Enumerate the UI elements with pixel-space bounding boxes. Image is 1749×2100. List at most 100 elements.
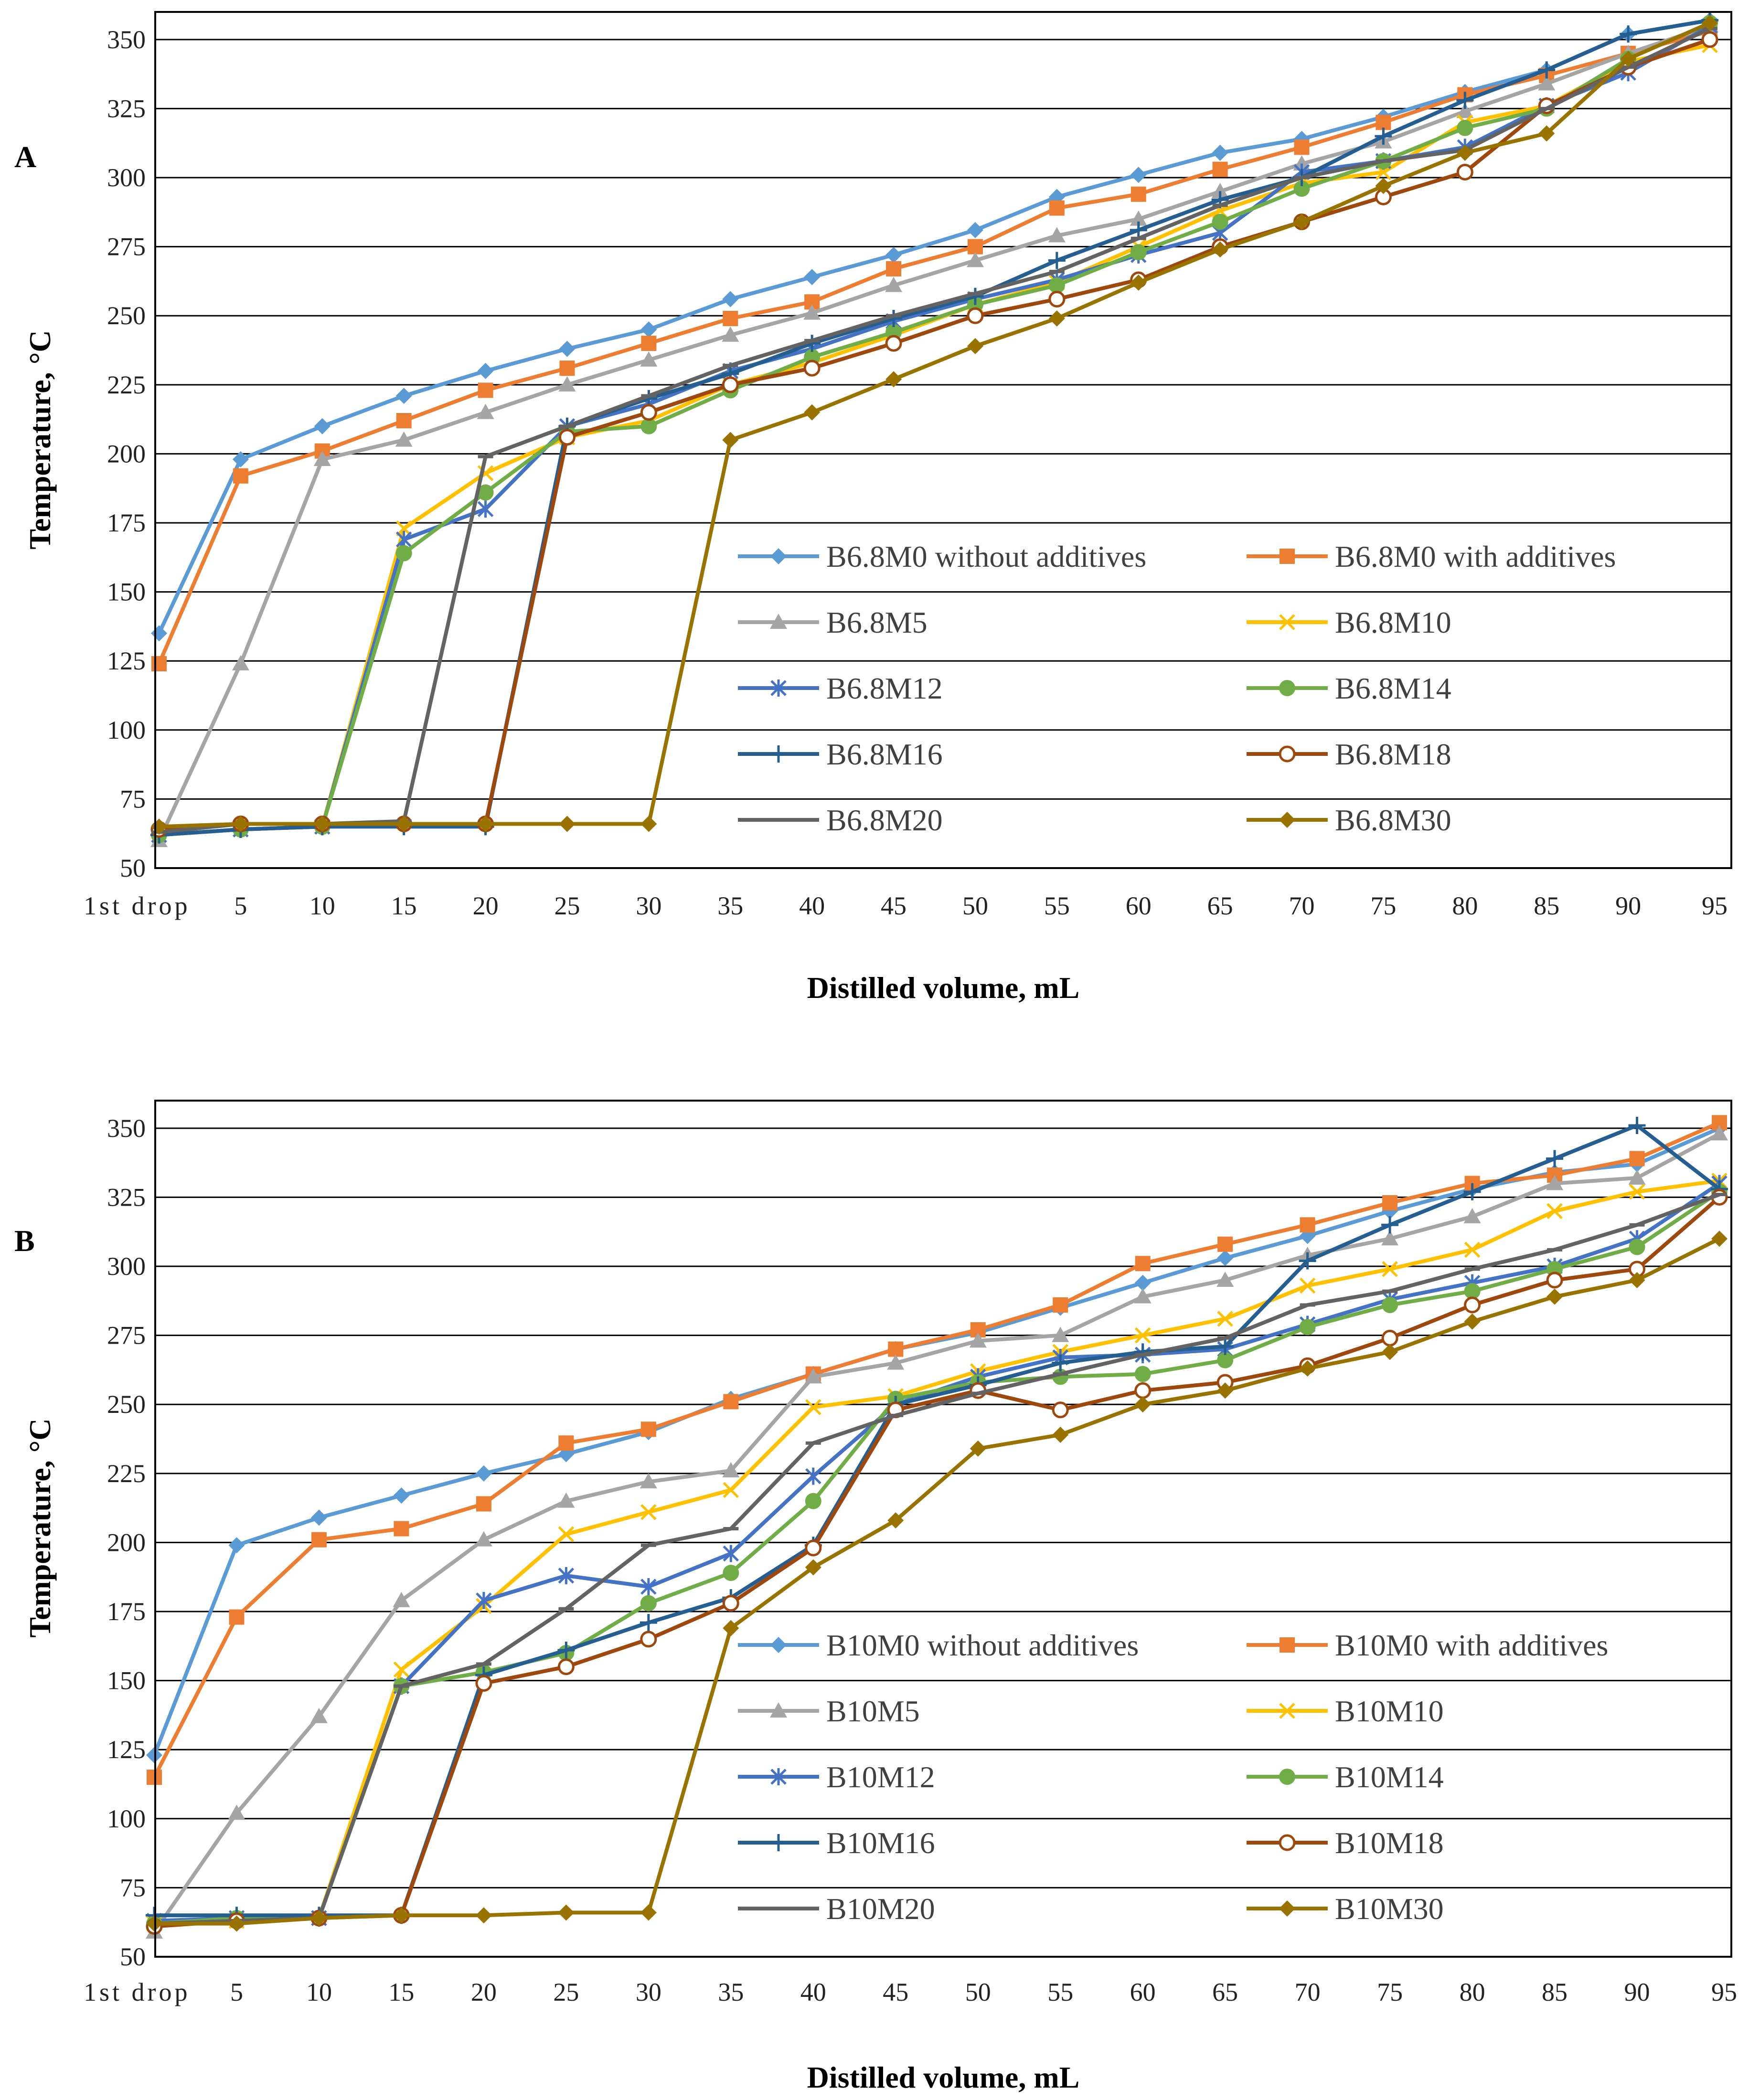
data-point: [558, 1435, 574, 1451]
y-tick-label: 250: [107, 1390, 146, 1419]
legend-entry: B6.8M0 without additives: [738, 540, 1146, 573]
data-point: [1293, 180, 1310, 197]
data-point: [723, 1482, 739, 1498]
data-point: [559, 340, 576, 357]
data-point: [1217, 1311, 1233, 1327]
data-point: [1456, 92, 1474, 109]
x-tick-label: 1st drop: [84, 891, 191, 920]
data-point: [475, 1675, 492, 1692]
x-tick-label: 25: [554, 891, 580, 920]
data-point: [640, 1578, 657, 1595]
x-tick-label: 25: [553, 1978, 579, 2006]
series-b6-8m30: [151, 15, 1718, 835]
data-point: [1048, 291, 1066, 308]
legend-label: B10M30: [1335, 1892, 1444, 1926]
data-point: [885, 246, 902, 263]
series-b10m0-without-additives: [146, 1120, 1728, 1763]
legend-entry: B10M5: [738, 1694, 920, 1728]
panel-b-label: B: [14, 1224, 35, 1258]
x-tick-label: 55: [1047, 1978, 1073, 2006]
legend-label: B6.8M20: [826, 803, 943, 837]
x-tick-label: 95: [1711, 1978, 1737, 2006]
data-point: [557, 1658, 575, 1676]
data-point: [559, 361, 575, 376]
x-tick-label: 90: [1624, 1978, 1650, 2006]
legend-label: B10M12: [826, 1760, 935, 1794]
chart-a-y-axis-title: Temperature, °C: [23, 330, 57, 549]
legend-entry: B6.8M14: [1247, 671, 1451, 705]
legend-label: B6.8M14: [1335, 671, 1451, 705]
chart-b-legend: B10M0 without additives B10M0 with additi…: [738, 1628, 1608, 1926]
data-point: [722, 326, 739, 342]
legend-label: B10M20: [826, 1892, 935, 1926]
legend-swatch-marker: [770, 1637, 787, 1653]
data-point: [1538, 61, 1556, 79]
legend-label: B10M5: [826, 1694, 920, 1728]
data-point: [228, 1804, 245, 1820]
data-point: [476, 1591, 492, 1609]
data-point: [722, 432, 739, 448]
y-tick-label: 275: [107, 233, 146, 261]
data-point: [723, 1545, 739, 1562]
data-point: [233, 468, 248, 484]
data-point: [558, 376, 576, 392]
chart-a-plot-frame: [154, 11, 1732, 869]
x-tick-label: 60: [1126, 891, 1152, 920]
data-point: [967, 222, 983, 238]
data-point: [804, 1368, 822, 1384]
chart-b-x-ticks: 1st drop 5 10 15 20 25 30 35 40 45 50 55 60 65 70 75 80 8…: [84, 1978, 1737, 2006]
data-point: [1381, 1329, 1398, 1347]
y-tick-label: 150: [107, 578, 146, 606]
x-tick-label: 95: [1702, 891, 1728, 920]
data-point: [967, 338, 983, 354]
data-point: [722, 376, 739, 393]
data-point: [232, 816, 249, 832]
data-point: [1217, 1382, 1234, 1399]
legend-label: B10M0 with additives: [1335, 1628, 1608, 1662]
data-point: [1464, 1283, 1481, 1300]
data-point: [477, 403, 494, 419]
data-point: [1628, 1117, 1646, 1135]
x-tick-label: 80: [1460, 1978, 1485, 2006]
y-tick-label: 300: [107, 1252, 146, 1281]
data-point: [558, 429, 576, 446]
y-tick-label: 325: [107, 1183, 146, 1211]
data-point: [1546, 1288, 1563, 1305]
series-line: [154, 1192, 1720, 1926]
data-point: [1629, 1151, 1645, 1167]
data-point: [476, 1496, 491, 1512]
data-point: [1456, 163, 1473, 180]
y-tick-label: 350: [107, 25, 146, 54]
x-tick-label: 10: [306, 1978, 332, 2006]
series-b10m20: [147, 1192, 1727, 1926]
data-point: [1048, 252, 1066, 269]
x-tick-label: 45: [883, 1978, 908, 2006]
series-line: [154, 1196, 1721, 1929]
data-point: [1629, 1184, 1645, 1200]
data-point: [640, 404, 657, 421]
legend-entry: B6.8M16: [738, 737, 943, 771]
legend-swatch-marker: [770, 548, 787, 564]
data-point: [1217, 1236, 1233, 1252]
data-point: [1457, 119, 1473, 136]
x-tick-label: 65: [1212, 1978, 1238, 2006]
series-b6-8m5: [150, 17, 1718, 848]
y-tick-label: 50: [120, 1942, 146, 1971]
data-point: [1538, 75, 1556, 91]
data-point: [1464, 1296, 1481, 1314]
chart-a-y-ticks: 50 75 100 125 150 175 200 225 250 275 300 325 350: [107, 25, 146, 882]
legend-label: B6.8M30: [1335, 803, 1451, 837]
x-tick-label: 20: [471, 1978, 497, 2006]
data-point: [314, 816, 331, 832]
data-point: [475, 1907, 492, 1924]
series-line: [152, 1121, 1720, 1778]
x-tick-label: 5: [230, 1978, 243, 2006]
legend-entry: B10M0 without additives: [738, 1628, 1139, 1662]
data-point: [640, 1473, 657, 1489]
data-point: [1463, 1208, 1481, 1223]
legend-entry: B10M18: [1247, 1826, 1444, 1860]
data-point: [558, 1526, 575, 1542]
data-point: [1546, 1272, 1563, 1289]
legend-label: B6.8M10: [1335, 605, 1451, 639]
data-point: [969, 1332, 987, 1348]
